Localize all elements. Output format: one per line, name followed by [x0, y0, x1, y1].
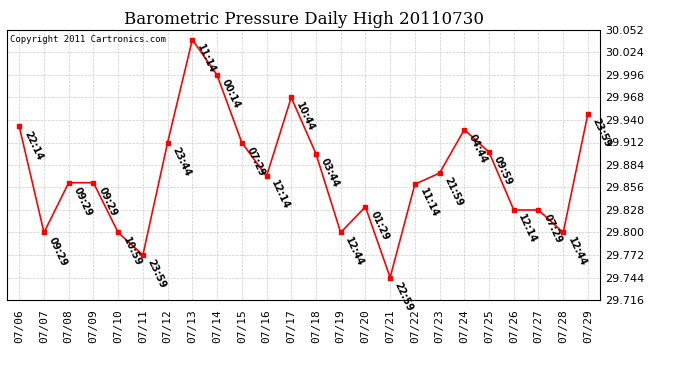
Text: 03:44: 03:44: [319, 156, 341, 189]
Text: 21:59: 21:59: [442, 176, 464, 208]
Text: 09:59: 09:59: [492, 155, 514, 187]
Text: 12:14: 12:14: [269, 179, 291, 212]
Point: [384, 274, 395, 280]
Point: [335, 230, 346, 236]
Text: 23:59: 23:59: [591, 116, 613, 148]
Text: 01:29: 01:29: [368, 210, 391, 242]
Point: [187, 37, 198, 43]
Point: [261, 173, 272, 179]
Point: [533, 207, 544, 213]
Point: [162, 140, 173, 146]
Text: 04:44: 04:44: [467, 132, 489, 165]
Text: 12:44: 12:44: [566, 235, 588, 268]
Text: 07:29: 07:29: [541, 213, 564, 245]
Text: Copyright 2011 Cartronics.com: Copyright 2011 Cartronics.com: [10, 35, 166, 44]
Point: [14, 123, 25, 129]
Text: 10:59: 10:59: [121, 235, 143, 268]
Text: 12:14: 12:14: [517, 213, 539, 245]
Point: [360, 204, 371, 210]
Point: [310, 151, 322, 157]
Point: [137, 252, 148, 258]
Point: [459, 127, 470, 133]
Point: [236, 140, 247, 146]
Point: [212, 72, 223, 78]
Point: [63, 180, 75, 186]
Text: 23:59: 23:59: [146, 258, 168, 290]
Text: 09:29: 09:29: [72, 186, 94, 218]
Point: [509, 207, 520, 213]
Point: [409, 181, 420, 187]
Point: [582, 111, 593, 117]
Point: [286, 94, 297, 100]
Text: 12:44: 12:44: [344, 235, 366, 268]
Text: 10:44: 10:44: [294, 100, 316, 133]
Point: [558, 230, 569, 236]
Point: [434, 170, 445, 176]
Point: [112, 230, 124, 236]
Text: 22:14: 22:14: [22, 129, 44, 162]
Text: 07:29: 07:29: [244, 145, 267, 178]
Text: 09:29: 09:29: [47, 235, 69, 268]
Text: 11:14: 11:14: [195, 42, 217, 75]
Text: 11:14: 11:14: [417, 187, 440, 219]
Title: Barometric Pressure Daily High 20110730: Barometric Pressure Daily High 20110730: [124, 12, 484, 28]
Point: [88, 180, 99, 186]
Text: 23:44: 23:44: [170, 145, 193, 178]
Point: [484, 149, 495, 155]
Text: 22:59: 22:59: [393, 280, 415, 313]
Text: 09:29: 09:29: [96, 186, 119, 218]
Text: 00:14: 00:14: [220, 78, 242, 110]
Point: [39, 230, 50, 236]
